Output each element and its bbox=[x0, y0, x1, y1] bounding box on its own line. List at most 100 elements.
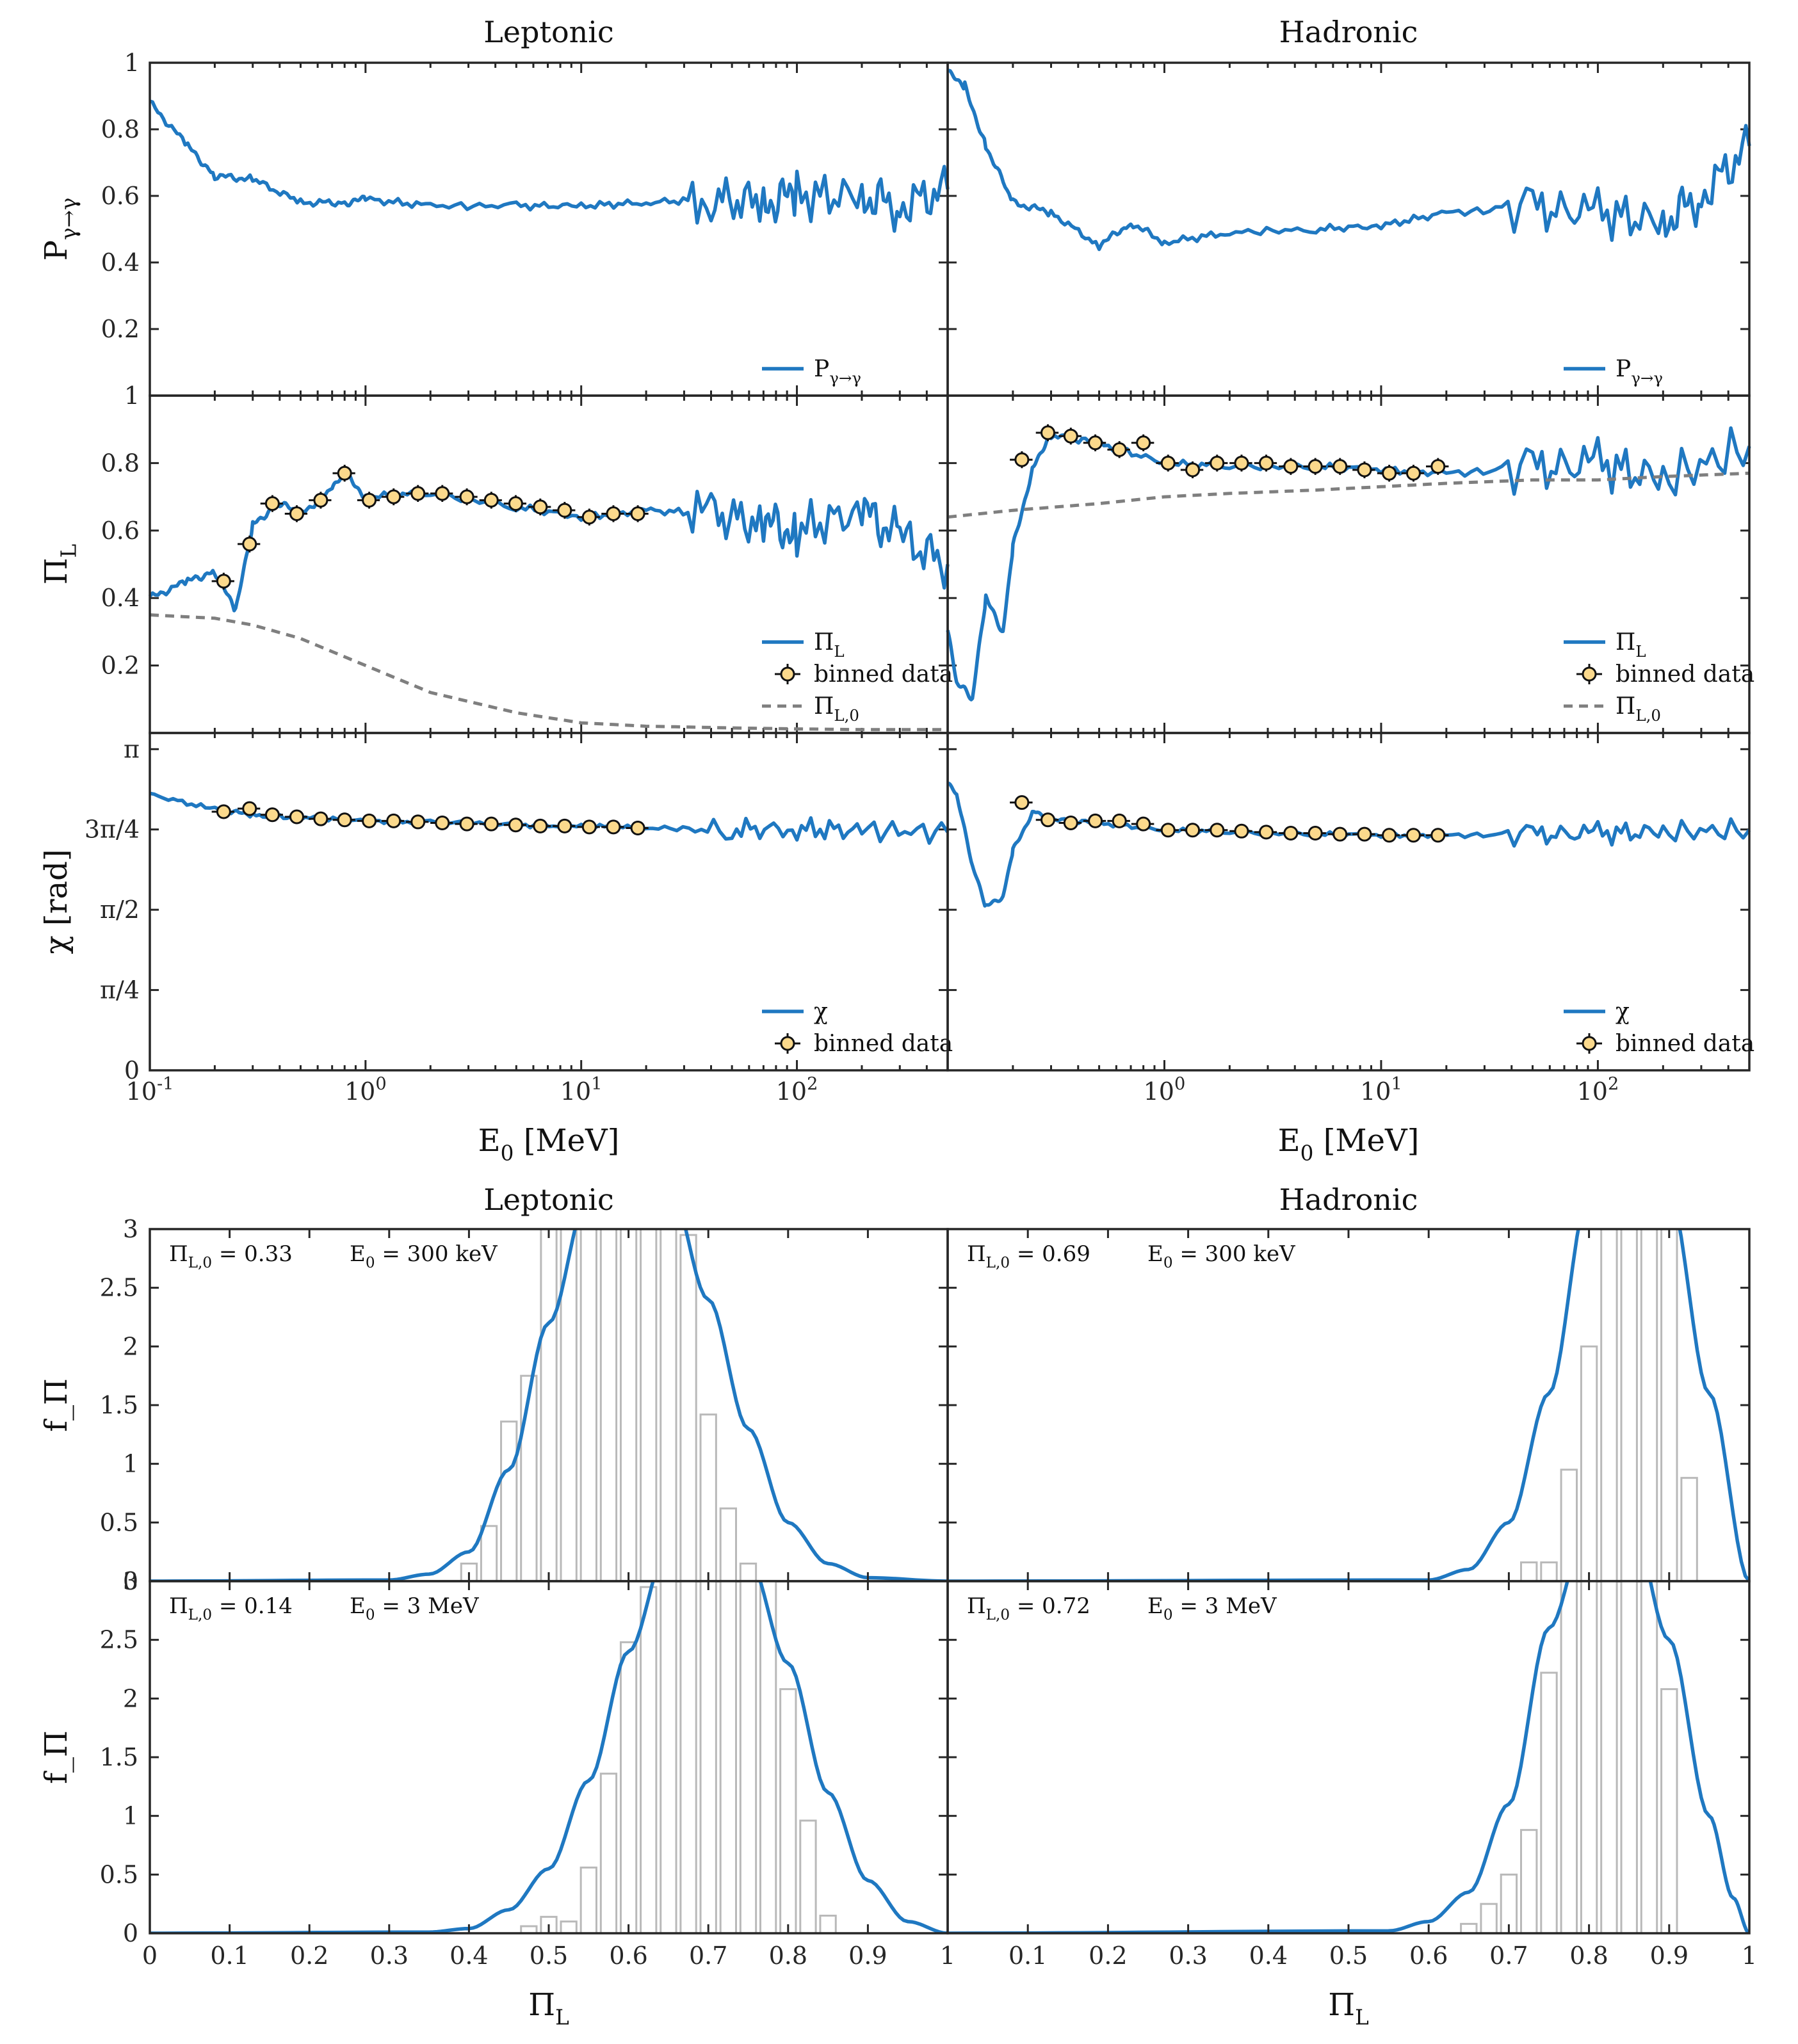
hist-bar bbox=[1540, 1561, 1558, 1581]
data-point bbox=[1430, 828, 1446, 843]
legend-label: Pγ→γ bbox=[814, 356, 861, 387]
data-point bbox=[216, 804, 231, 819]
text-part: 2 bbox=[1608, 1074, 1619, 1094]
text-part: 1 bbox=[591, 1074, 602, 1094]
data-point bbox=[483, 816, 499, 832]
plot-area bbox=[948, 1581, 1749, 1933]
x-tick-label: 102 bbox=[1577, 1074, 1619, 1106]
text-part: L bbox=[1355, 2005, 1369, 2029]
data-point bbox=[1112, 442, 1127, 457]
text-part: E bbox=[478, 1123, 501, 1159]
data-point bbox=[386, 489, 401, 504]
data-point bbox=[533, 818, 548, 833]
y-tick-label: 2 bbox=[123, 1332, 138, 1360]
data-point bbox=[1210, 455, 1225, 471]
hist-panel bbox=[946, 1580, 1751, 1935]
data-point bbox=[630, 506, 645, 521]
x-tick-label: 0.8 bbox=[769, 1942, 807, 1970]
axes-frame bbox=[946, 732, 1751, 1072]
text-part: = 300 keV bbox=[1173, 1241, 1297, 1267]
legend-label: binned data bbox=[814, 1031, 953, 1057]
annotation-pi: ΠL,0 = 0.14 bbox=[169, 1593, 293, 1623]
data-point bbox=[606, 819, 621, 835]
y-tick-label: 0.8 bbox=[101, 449, 140, 477]
data-point bbox=[289, 809, 304, 825]
text-part: E bbox=[350, 1593, 366, 1619]
column-title: Leptonic bbox=[483, 15, 614, 49]
x-tick-label: 0.7 bbox=[1489, 1942, 1528, 1970]
hist-bar bbox=[1560, 1581, 1578, 1933]
hist-bar bbox=[719, 1581, 737, 1933]
data-point bbox=[1112, 813, 1127, 828]
data-point bbox=[1014, 795, 1030, 810]
series-line bbox=[148, 471, 950, 613]
x-tick-label: 102 bbox=[776, 1074, 818, 1106]
y-tick-label: 0.5 bbox=[100, 1508, 138, 1536]
legend-label: ΠL bbox=[1616, 629, 1646, 661]
data-point bbox=[1160, 823, 1176, 838]
legend-label: binned data bbox=[814, 661, 953, 688]
y-tick-label: 3π/4 bbox=[85, 816, 140, 844]
text-part: 0 bbox=[375, 1074, 386, 1094]
pdf-curve bbox=[948, 1581, 1749, 1933]
hist-bar bbox=[759, 1581, 777, 1933]
text-part: L,0 bbox=[986, 1255, 1010, 1271]
data-point bbox=[1308, 826, 1323, 841]
hist-bar bbox=[799, 1819, 817, 1933]
hist-bar bbox=[619, 1229, 638, 1581]
data-point bbox=[1088, 813, 1103, 828]
y-axis-label: ΠL bbox=[38, 544, 81, 585]
hist-bar bbox=[1660, 1688, 1678, 1933]
y-tick-label: π/2 bbox=[100, 896, 140, 924]
data-point bbox=[557, 503, 572, 518]
hist-bar bbox=[520, 1925, 538, 1933]
y-tick-label: 0.2 bbox=[101, 652, 140, 680]
hist-bar bbox=[619, 1641, 638, 1933]
x-tick-label: 1 bbox=[940, 1942, 955, 1970]
series-pi-l0 bbox=[149, 613, 948, 732]
plot-area bbox=[150, 1581, 948, 1933]
hist-bar bbox=[739, 1581, 757, 1933]
legend-label: χ bbox=[814, 999, 828, 1025]
x-tick-label: 0.1 bbox=[1008, 1942, 1047, 1970]
hist-bar bbox=[520, 1374, 538, 1581]
text-part: -1 bbox=[157, 1074, 174, 1094]
data-point bbox=[630, 821, 645, 836]
hist-bar bbox=[660, 1581, 677, 1933]
text-part: γ→γ bbox=[829, 369, 861, 387]
text-part: E bbox=[1278, 1123, 1300, 1159]
x-tick-label: 0.5 bbox=[1329, 1942, 1368, 1970]
x-tick-label: 0.1 bbox=[210, 1942, 248, 1970]
y-tick-label: 2.5 bbox=[100, 1274, 138, 1302]
annotation-energy: E0 = 3 MeV bbox=[1147, 1593, 1277, 1623]
x-axis-label: ΠL bbox=[528, 1987, 569, 2029]
text-part: = 300 keV bbox=[375, 1241, 499, 1267]
data-point bbox=[216, 574, 231, 589]
x-tick-label: 0.4 bbox=[450, 1942, 488, 1970]
data-point bbox=[459, 816, 474, 832]
data-point bbox=[1234, 455, 1249, 471]
text-part: 0 bbox=[1163, 1255, 1173, 1271]
data-point bbox=[1185, 462, 1201, 478]
hist-bar bbox=[599, 1773, 618, 1933]
data-point bbox=[1160, 455, 1176, 471]
y-tick-label: 0 bbox=[123, 1567, 138, 1595]
hist-bar bbox=[560, 1920, 578, 1933]
hist-bar bbox=[1620, 1581, 1638, 1933]
series-line bbox=[946, 426, 1751, 702]
data-point bbox=[606, 506, 621, 521]
legend-label: ΠL,0 bbox=[1616, 693, 1661, 725]
text-part: 10 bbox=[1144, 1077, 1174, 1106]
legend-label: binned data bbox=[1616, 1031, 1754, 1057]
y-tick-label: 0.8 bbox=[101, 115, 140, 143]
data-point bbox=[242, 801, 257, 816]
text-part: γ→γ bbox=[56, 198, 81, 240]
hist-bar bbox=[1480, 1903, 1498, 1933]
text-part: γ→γ bbox=[1631, 369, 1663, 387]
x-tick-label: 1 bbox=[1742, 1942, 1757, 1970]
text-part: f_Π bbox=[38, 1730, 74, 1784]
plot-area bbox=[948, 1229, 1749, 1581]
data-point bbox=[1136, 816, 1151, 832]
series-line bbox=[149, 99, 950, 233]
